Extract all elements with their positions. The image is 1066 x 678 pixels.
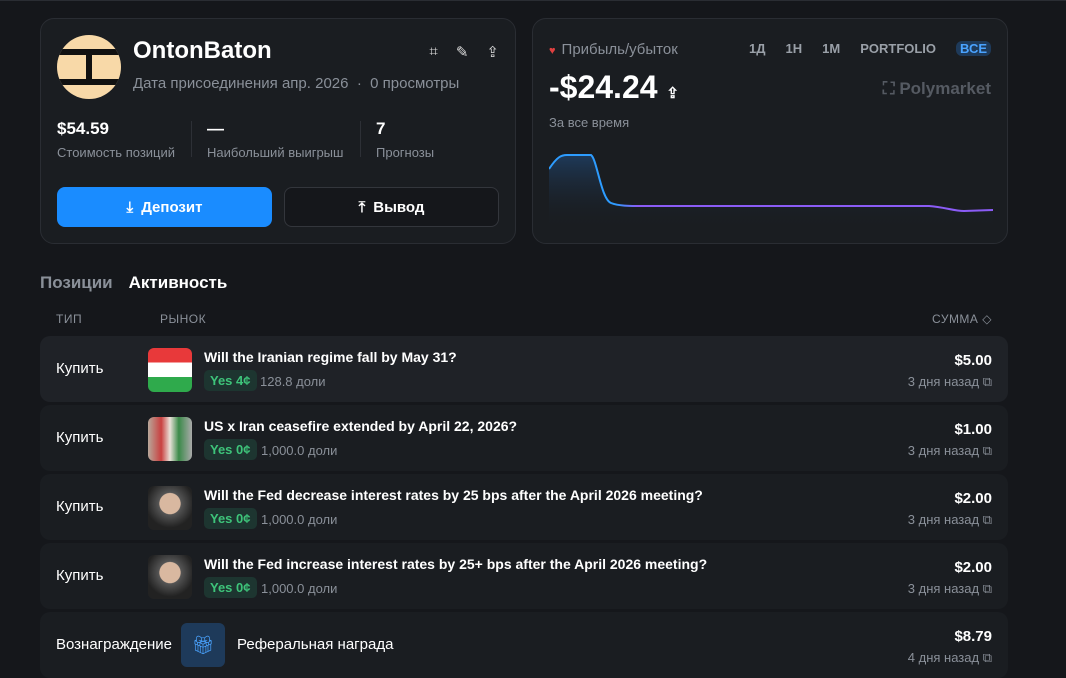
top-border — [0, 0, 1066, 1]
external-link-icon[interactable]: ⧉ — [982, 374, 992, 389]
profile-meta: Дата присоединения апр. 2026 · 0 просмот… — [133, 75, 459, 92]
share-icon[interactable]: ⇪ — [666, 85, 679, 102]
tf-1m[interactable]: 1М — [822, 41, 841, 56]
withdraw-button[interactable]: ⤒ Вывод — [284, 187, 499, 227]
row-type: Купить — [56, 498, 104, 515]
market-title[interactable]: Will the Fed decrease interest rates by … — [204, 487, 703, 503]
market-title[interactable]: US x Iran ceasefire extended by April 22… — [204, 418, 518, 434]
market-image — [148, 417, 192, 461]
header-market: РЫНОК — [160, 312, 207, 326]
deposit-button[interactable]: ⤓ Депозит — [57, 187, 272, 227]
market-image — [148, 348, 192, 392]
amount: $8.79 — [954, 628, 992, 645]
timestamp: 3 дня назад ⧉ — [907, 512, 992, 527]
pnl-value: -$24.24 ⇪ — [549, 69, 679, 105]
chart-line — [549, 154, 993, 213]
divider — [191, 121, 192, 157]
shares: 128.8 доли — [260, 374, 326, 389]
pnl-chart — [549, 154, 993, 229]
chart-area — [549, 155, 993, 229]
reward-title: Реферальная награда — [237, 636, 394, 653]
stat-positions-value: $54.59 Стоимость позиций — [57, 119, 176, 160]
external-link-icon[interactable]: ⧉ — [982, 512, 992, 527]
gift-icon: 🎁︎ — [181, 623, 225, 667]
share-icon[interactable]: ⇪ — [486, 44, 499, 61]
heart-icon: ♥ — [549, 45, 556, 57]
pnl-label: ♥ Прибыль/убыток — [549, 41, 678, 58]
shares: 1,000.0 доли — [261, 443, 338, 458]
stat-predictions: 7 Прогнозы — [376, 119, 435, 160]
external-link-icon[interactable]: ⧉ — [982, 581, 992, 596]
upload-icon: ⤒ — [358, 198, 366, 216]
timeframe-selector: 1Д 1Н 1М PORTFOLIO ВСЕ — [749, 41, 991, 56]
market-title[interactable]: Will the Fed increase interest rates by … — [204, 556, 708, 572]
amount: $1.00 — [954, 421, 992, 438]
outcome-badge: Yes 0¢ — [204, 439, 257, 460]
market-image — [148, 555, 192, 599]
header-type: ТИП — [56, 312, 83, 326]
row-type: Купить — [56, 360, 104, 377]
tab-activity[interactable]: Активность — [128, 273, 228, 292]
market-title[interactable]: Will the Iranian regime fall by May 31? — [204, 349, 457, 365]
row-type: Купить — [56, 429, 104, 446]
profile-card: OntonBaton Дата присоединения апр. 2026 … — [40, 18, 516, 244]
shares: 1,000.0 доли — [261, 512, 338, 527]
tf-all[interactable]: ВСЕ — [956, 41, 991, 56]
stat-biggest-win: — Наибольший выигрыш — [207, 119, 344, 160]
activity-row[interactable]: Вознаграждение 🎁︎ Реферальная награда $8… — [40, 612, 1008, 678]
scan-icon[interactable]: ⌗ — [429, 43, 438, 60]
outcome-badge: Yes 0¢ — [204, 508, 257, 529]
activity-row[interactable]: Купить Will the Fed decrease interest ra… — [40, 474, 1008, 540]
timestamp: 3 дня назад ⧉ — [907, 581, 992, 596]
timestamp: 3 дня назад ⧉ — [907, 374, 992, 389]
amount: $2.00 — [954, 490, 992, 507]
pnl-period: За все время — [549, 115, 630, 130]
separator: · — [356, 75, 362, 92]
row-type: Вознаграждение — [56, 636, 172, 653]
views: 0 просмотры — [370, 75, 460, 92]
divider — [360, 121, 361, 157]
timestamp: 3 дня назад ⧉ — [907, 443, 992, 458]
amount: $5.00 — [954, 352, 992, 369]
download-icon: ⤓ — [126, 198, 134, 216]
tf-1d[interactable]: 1Д — [749, 41, 766, 56]
timestamp: 4 дня назад ⧉ — [907, 650, 992, 665]
activity-row[interactable]: Купить US x Iran ceasefire extended by A… — [40, 405, 1008, 471]
edit-icon[interactable]: ✎ — [455, 44, 469, 61]
market-image — [148, 486, 192, 530]
amount: $2.00 — [954, 559, 992, 576]
username: OntonBaton — [133, 37, 272, 64]
external-link-icon[interactable]: ⧉ — [982, 650, 992, 665]
row-type: Купить — [56, 567, 104, 584]
shares: 1,000.0 доли — [261, 581, 338, 596]
activity-row[interactable]: Купить Will the Iranian regime fall by M… — [40, 336, 1008, 402]
tf-1w[interactable]: 1Н — [785, 41, 803, 56]
tab-positions[interactable]: Позиции — [40, 273, 113, 292]
activity-row[interactable]: Купить Will the Fed increase interest ra… — [40, 543, 1008, 609]
outcome-badge: Yes 0¢ — [204, 577, 257, 598]
avatar — [57, 35, 121, 99]
pnl-card: ♥ Прибыль/убыток 1Д 1Н 1М PORTFOLIO ВСЕ -… — [532, 18, 1008, 244]
tf-portfolio[interactable]: PORTFOLIO — [860, 41, 937, 56]
joined-date: Дата присоединения апр. 2026 — [133, 75, 349, 92]
header-amount[interactable]: СУММА ◇ — [932, 312, 992, 326]
polymarket-logo: ⛶ Polymarket — [882, 79, 991, 98]
outcome-badge: Yes 4¢ — [204, 370, 257, 391]
external-link-icon[interactable]: ⧉ — [982, 443, 992, 458]
